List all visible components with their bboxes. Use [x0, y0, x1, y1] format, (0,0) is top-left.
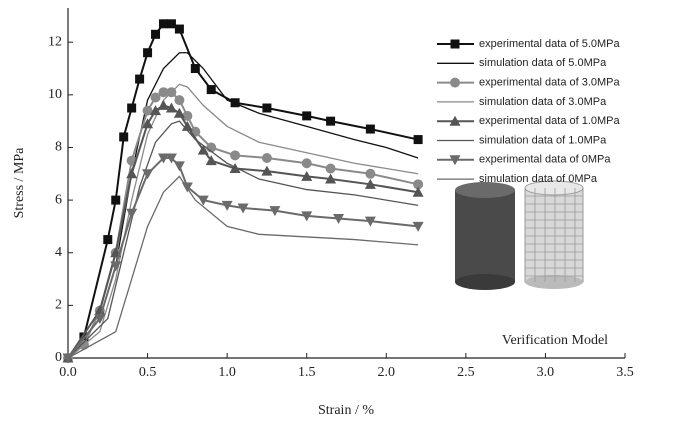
legend-label: simulation data of 0MPa: [479, 173, 598, 185]
marker: [262, 103, 272, 113]
marker: [449, 115, 461, 126]
marker: [142, 118, 154, 129]
series-line: [67, 120, 419, 359]
x-tick-label: 0.0: [59, 365, 77, 380]
marker: [269, 206, 281, 217]
series-line: [67, 104, 419, 359]
marker: [301, 158, 312, 169]
marker: [205, 155, 217, 166]
marker: [450, 39, 460, 49]
marker: [126, 168, 138, 179]
marker: [450, 77, 460, 88]
model-image: [455, 180, 584, 290]
marker: [127, 103, 137, 113]
marker: [197, 195, 209, 206]
marker: [110, 261, 122, 272]
marker: [166, 19, 176, 29]
marker: [157, 99, 169, 110]
marker: [197, 144, 209, 155]
marker: [150, 92, 161, 103]
marker: [158, 87, 169, 98]
marker: [111, 195, 121, 205]
marker: [165, 102, 177, 113]
marker: [151, 29, 161, 39]
legend-label: experimental data of 0MPa: [479, 154, 611, 166]
y-axis-label: Stress / MPa: [12, 147, 27, 219]
annotation: Verification Model: [502, 333, 608, 348]
y-tick-label: 2: [55, 298, 62, 313]
series-line: [67, 52, 419, 359]
marker: [365, 168, 376, 179]
marker: [413, 179, 424, 190]
y-tick-label: 0: [55, 350, 62, 365]
marker: [142, 169, 154, 180]
marker: [182, 110, 193, 121]
x-tick-label: 2.0: [378, 365, 396, 380]
marker: [364, 216, 376, 227]
x-tick-label: 1.5: [298, 365, 316, 380]
marker: [190, 64, 200, 74]
marker: [150, 105, 162, 116]
series-line: [67, 175, 419, 359]
marker: [449, 155, 461, 166]
legend-label: experimental data of 5.0MPa: [479, 38, 621, 50]
x-tick-label: 2.5: [457, 365, 475, 380]
marker: [165, 153, 177, 164]
marker: [173, 161, 185, 172]
marker: [157, 153, 169, 164]
marker: [230, 150, 241, 161]
marker: [126, 208, 138, 219]
marker: [301, 170, 313, 181]
series-line: [67, 22, 419, 359]
marker: [333, 214, 345, 225]
marker: [174, 24, 184, 34]
legend-label: simulation data of 1.0MPa: [479, 134, 607, 146]
x-axis-label: Strain / %: [318, 403, 374, 418]
marker: [302, 111, 312, 121]
legend-label: experimental data of 1.0MPa: [479, 115, 621, 127]
marker: [135, 74, 145, 84]
marker: [143, 48, 153, 58]
marker: [103, 235, 113, 245]
y-tick-label: 10: [48, 87, 62, 102]
legend-label: experimental data of 3.0MPa: [479, 77, 621, 89]
y-tick-label: 6: [55, 192, 62, 207]
marker: [119, 132, 129, 142]
marker: [237, 203, 249, 214]
marker: [412, 186, 424, 197]
marker: [206, 85, 216, 95]
y-tick-label: 12: [48, 34, 62, 49]
marker: [412, 221, 424, 232]
legend-label: simulation data of 3.0MPa: [479, 96, 607, 108]
marker: [413, 135, 423, 145]
marker: [365, 124, 375, 134]
x-tick-label: 0.5: [139, 365, 157, 380]
marker: [261, 165, 273, 176]
marker: [325, 173, 337, 184]
marker: [142, 105, 153, 116]
marker: [261, 153, 272, 163]
marker: [174, 95, 185, 106]
marker: [325, 163, 336, 174]
x-tick-label: 3.5: [616, 365, 634, 380]
y-tick-label: 4: [55, 245, 62, 260]
marker: [181, 120, 193, 131]
marker: [326, 116, 336, 126]
y-tick-label: 8: [55, 140, 62, 155]
marker: [364, 178, 376, 189]
legend-label: simulation data of 5.0MPa: [479, 57, 607, 69]
marker: [221, 200, 233, 211]
marker: [173, 107, 185, 118]
x-tick-label: 1.0: [218, 365, 236, 380]
marker: [158, 19, 168, 29]
x-tick-label: 3.0: [537, 365, 555, 380]
marker: [301, 211, 313, 222]
marker: [94, 314, 106, 325]
marker: [229, 163, 241, 174]
